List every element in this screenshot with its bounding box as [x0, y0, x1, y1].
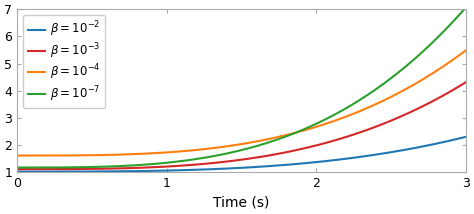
$\beta = 10^{-7}$ — [322, 118, 328, 121]
$\beta = 10^{-3}$ — [14, 168, 20, 170]
$\beta = 10^{-4}$ — [60, 154, 66, 157]
$\beta = 10^{-7}$ — [60, 166, 66, 169]
$\beta = 10^{-3}$ — [372, 126, 378, 128]
$\beta = 10^{-2}$ — [372, 153, 378, 156]
X-axis label: Time (s): Time (s) — [213, 196, 270, 210]
$\beta = 10^{-2}$ — [463, 135, 469, 138]
Line: $\beta = 10^{-7}$: $\beta = 10^{-7}$ — [17, 7, 466, 168]
$\beta = 10^{-7}$ — [463, 6, 469, 9]
$\beta = 10^{-4}$ — [463, 49, 469, 52]
$\beta = 10^{-3}$ — [463, 81, 469, 83]
Line: $\beta = 10^{-2}$: $\beta = 10^{-2}$ — [17, 137, 466, 172]
$\beta = 10^{-7}$ — [212, 155, 218, 157]
$\beta = 10^{-2}$ — [212, 168, 218, 170]
$\beta = 10^{-4}$ — [372, 103, 378, 106]
$\beta = 10^{-7}$ — [196, 158, 201, 160]
Legend: $\beta = 10^{-2}$, $\beta = 10^{-3}$, $\beta = 10^{-4}$, $\beta = 10^{-7}$: $\beta = 10^{-2}$, $\beta = 10^{-3}$, $\… — [23, 15, 106, 108]
$\beta = 10^{-3}$ — [60, 168, 66, 170]
$\beta = 10^{-4}$ — [212, 147, 218, 149]
$\beta = 10^{-3}$ — [212, 162, 218, 164]
$\beta = 10^{-2}$ — [60, 170, 66, 173]
$\beta = 10^{-7}$ — [372, 89, 378, 91]
Line: $\beta = 10^{-4}$: $\beta = 10^{-4}$ — [17, 50, 466, 156]
$\beta = 10^{-7}$ — [14, 166, 20, 169]
$\beta = 10^{-4}$ — [322, 123, 328, 125]
$\beta = 10^{-2}$ — [14, 170, 20, 173]
$\beta = 10^{-4}$ — [196, 149, 201, 151]
$\beta = 10^{-2}$ — [364, 155, 370, 157]
$\beta = 10^{-4}$ — [364, 107, 370, 109]
$\beta = 10^{-3}$ — [364, 129, 370, 131]
$\beta = 10^{-7}$ — [364, 94, 370, 97]
$\beta = 10^{-2}$ — [196, 168, 201, 171]
$\beta = 10^{-3}$ — [196, 163, 201, 166]
$\beta = 10^{-3}$ — [322, 142, 328, 144]
Line: $\beta = 10^{-3}$: $\beta = 10^{-3}$ — [17, 82, 466, 169]
$\beta = 10^{-2}$ — [322, 160, 328, 162]
$\beta = 10^{-4}$ — [14, 154, 20, 157]
